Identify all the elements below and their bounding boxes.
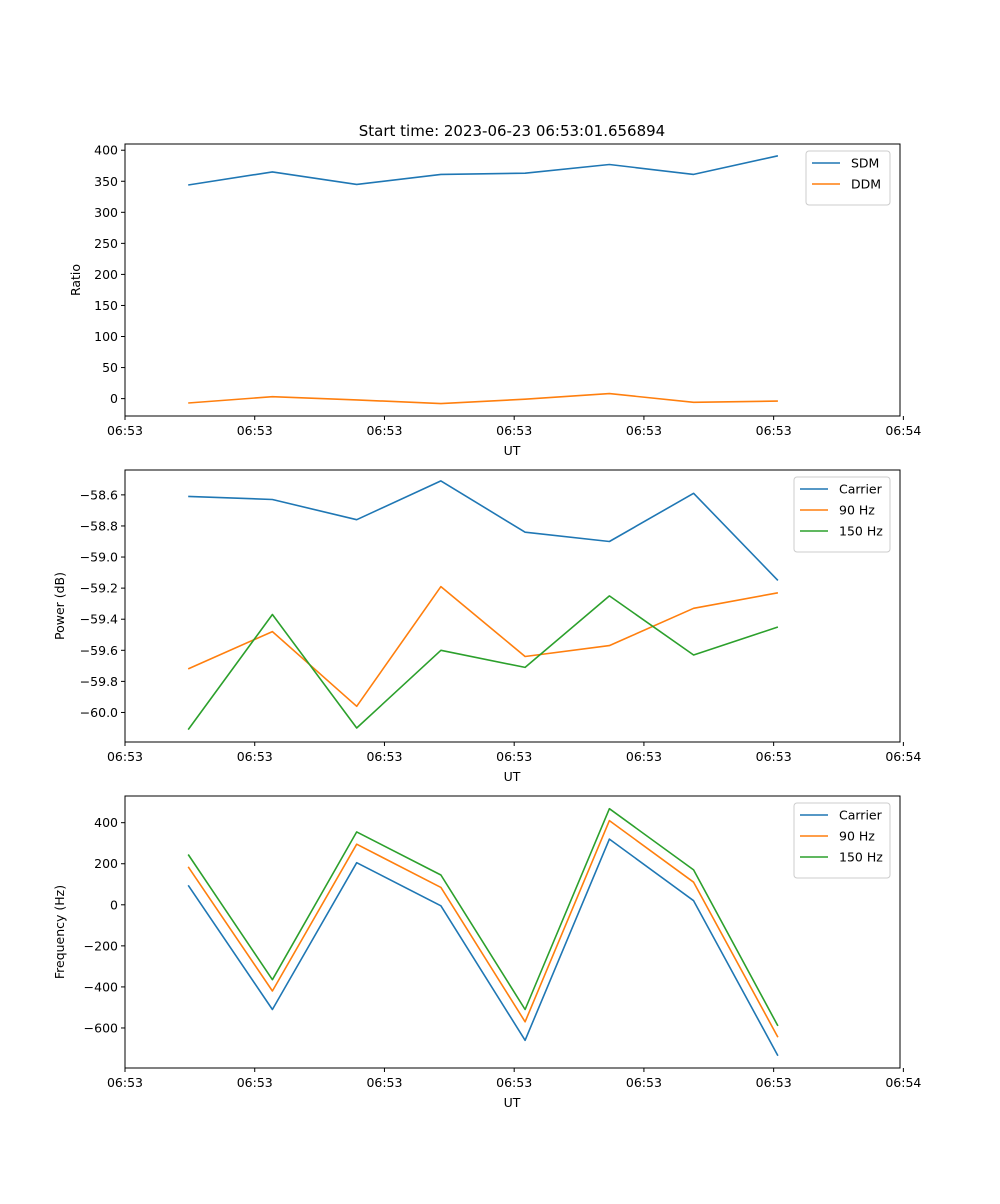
- panel-3-x-tick-label: 06:53: [626, 1075, 662, 1090]
- panel-2-series-90-hz-line: [187, 585, 779, 708]
- panel-2-x-tick-label: 06:53: [237, 749, 273, 764]
- panel-1-axes-frame: [124, 143, 901, 417]
- panel-3-y-tick-label: −600: [84, 1020, 118, 1035]
- panel-2-y-tick-label: −59.0: [80, 550, 118, 565]
- panel-1-y-tick-label: 250: [94, 236, 118, 251]
- panel-2-x-tick-label: 06:53: [626, 749, 662, 764]
- panel-3-y-tick-label: −200: [84, 938, 118, 953]
- panel-2-y-tick-label: −58.6: [80, 487, 118, 502]
- panel-1-x-tick-label: 06:53: [626, 423, 662, 438]
- panel-1-x-tick-label: 06:53: [366, 423, 402, 438]
- panel-2-y-tick-label: −59.2: [80, 581, 118, 596]
- panel-3-legend-label: 90 Hz: [839, 829, 875, 844]
- panel-3-y-tick-label: 200: [94, 856, 118, 871]
- panel-1-legend-label: DDM: [851, 177, 881, 192]
- panel-3-x-tick-label: 06:53: [237, 1075, 273, 1090]
- panel-2-y-tick-label: −60.0: [80, 705, 118, 720]
- panel-1-y-tick-label: 0: [110, 391, 118, 406]
- panel-2-series-150-hz-line: [187, 595, 779, 731]
- panel-2-axes-frame: [124, 469, 901, 743]
- panel-3-y-tick-label: −400: [84, 979, 118, 994]
- panel-1-x-tick-label: 06:54: [885, 423, 921, 438]
- panel-2-legend-label: 90 Hz: [839, 503, 875, 518]
- panel-1-y-axis-label: Ratio: [68, 264, 83, 296]
- panel-1-x-axis-label: UT: [504, 443, 521, 458]
- panel-3-x-tick-label: 06:53: [366, 1075, 402, 1090]
- panel-1-y-tick-label: 50: [102, 360, 118, 375]
- panel-1-series-ddm-line: [188, 392, 778, 405]
- panel-3-x-tick-label: 06:53: [756, 1075, 792, 1090]
- panel-1-x-tick-label: 06:53: [107, 423, 143, 438]
- panel-1-legend-label: SDM: [851, 156, 879, 171]
- panel-2-y-axis-label: Power (dB): [52, 572, 67, 640]
- panel-2-x-tick-label: 06:53: [107, 749, 143, 764]
- panel-3-axes-frame: [124, 795, 901, 1069]
- panel-2-x-tick-label: 06:53: [756, 749, 792, 764]
- panel-1-series-sdm-line: [188, 155, 779, 186]
- panel-2-legend-label: 150 Hz: [839, 524, 883, 539]
- panel-2-y-tick-label: −59.4: [80, 612, 118, 627]
- panel-3-x-tick-label: 06:54: [885, 1075, 921, 1090]
- panel-1-y-tick-label: 300: [94, 205, 118, 220]
- panel-2-y-tick-label: −59.6: [80, 643, 118, 658]
- panel-2-x-axis-label: UT: [504, 769, 521, 784]
- panel-2-x-tick-label: 06:53: [366, 749, 402, 764]
- figure-title: Start time: 2023-06-23 06:53:01.656894: [359, 122, 665, 140]
- panel-2-y-tick-label: −59.8: [80, 674, 118, 689]
- panel-2-series-carrier-line: [188, 480, 779, 581]
- panel-2-x-tick-label: 06:53: [496, 749, 532, 764]
- panel-2-y-tick-label: −58.8: [80, 518, 118, 533]
- panel-1-x-tick-label: 06:53: [496, 423, 532, 438]
- panel-3-series-150-hz-line: [187, 807, 779, 1027]
- panel-3-legend-label: Carrier: [839, 808, 883, 823]
- panel-3-series-carrier-line: [187, 838, 779, 1057]
- panel-1-y-tick-label: 150: [94, 298, 118, 313]
- panel-3-x-axis-label: UT: [504, 1095, 521, 1110]
- panel-1-y-tick-label: 200: [94, 267, 118, 282]
- panel-3-y-tick-label: 400: [94, 815, 118, 830]
- panel-3-legend-label: 150 Hz: [839, 850, 883, 865]
- panel-2-legend: [793, 476, 891, 553]
- panel-3-series-90-hz-line: [187, 819, 779, 1038]
- panel-1-x-tick-label: 06:53: [756, 423, 792, 438]
- panel-3-y-tick-label: 0: [110, 897, 118, 912]
- panel-1-legend: [805, 150, 891, 206]
- panel-1-y-tick-label: 100: [94, 329, 118, 344]
- panel-1-y-tick-label: 400: [94, 143, 118, 158]
- panel-1-x-tick-label: 06:53: [237, 423, 273, 438]
- panel-2-legend-label: Carrier: [839, 482, 883, 497]
- panel-2-x-tick-label: 06:54: [885, 749, 921, 764]
- panel-1-y-tick-label: 350: [94, 174, 118, 189]
- panel-3-x-tick-label: 06:53: [107, 1075, 143, 1090]
- panel-3-legend: [793, 802, 891, 879]
- panel-3-x-tick-label: 06:53: [496, 1075, 532, 1090]
- panel-3-y-axis-label: Frequency (Hz): [52, 885, 67, 979]
